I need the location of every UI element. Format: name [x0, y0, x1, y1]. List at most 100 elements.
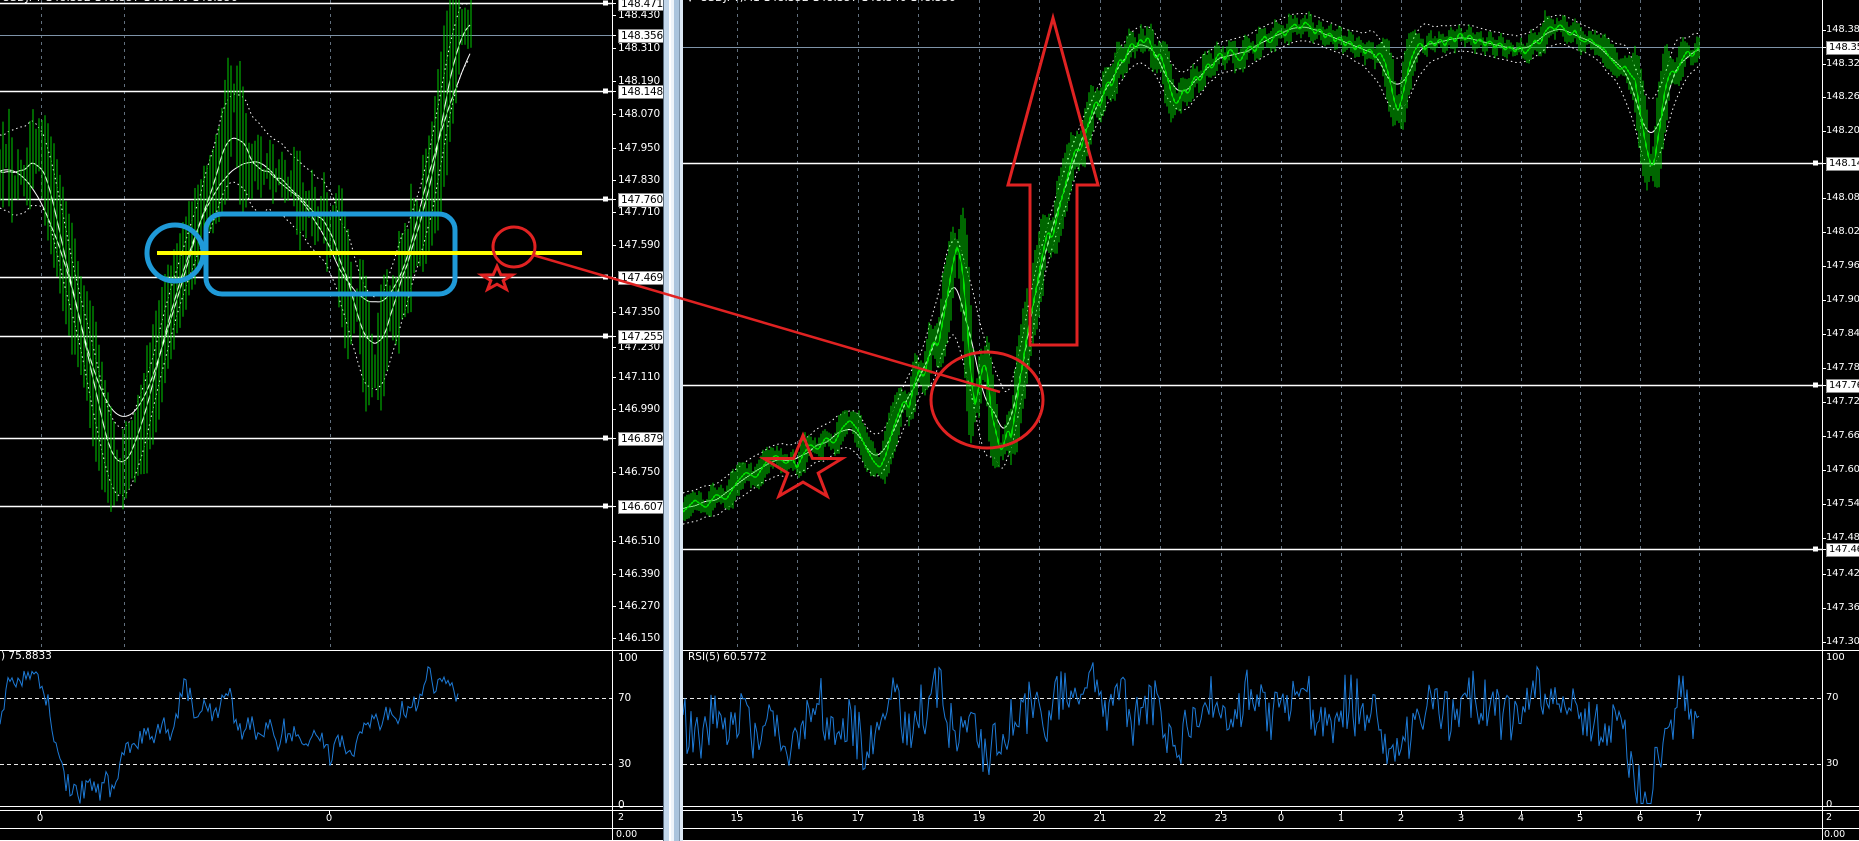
- time-axis-label: 19: [972, 813, 986, 824]
- price-label: 147.905: [1826, 294, 1859, 305]
- price-label: 147.950: [618, 142, 661, 154]
- right-price-axis[interactable]: [1822, 0, 1859, 841]
- price-label-box: 147.255: [618, 330, 667, 344]
- time-axis-label: 5: [1576, 813, 1584, 824]
- axis-tick: [1822, 131, 1826, 132]
- axis-tick: [1822, 30, 1826, 31]
- axis-tick: [1822, 436, 1826, 437]
- axis-tick: [612, 35, 616, 36]
- price-candles-series: [0, 0, 472, 512]
- rsi-scale-label: 30: [618, 758, 631, 770]
- axis-tick: [612, 638, 616, 639]
- price-label: 147.830: [618, 174, 661, 186]
- axis-tick: [612, 472, 616, 473]
- axis-tick: [612, 48, 616, 49]
- price-label-box: 146.879: [618, 432, 667, 446]
- time-axis-label: 22: [1153, 813, 1167, 824]
- axis-tick: [1822, 402, 1826, 403]
- price-line-series: [683, 21, 1700, 513]
- axis-tick: [1822, 64, 1826, 65]
- price-label: 147.725: [1826, 396, 1859, 407]
- price-label: 148.190: [618, 75, 661, 87]
- axis-tick: [1822, 608, 1826, 609]
- bollinger-upper-band: [0, 3, 470, 429]
- line-anchor-marker: [603, 333, 608, 339]
- time-axis-label: 3: [1457, 813, 1465, 824]
- price-label-box: 147.760: [1826, 379, 1859, 393]
- left-price-axis[interactable]: [612, 0, 664, 841]
- time-axis-label: 16: [790, 813, 804, 824]
- axis-tick: [1822, 334, 1826, 335]
- window-splitter[interactable]: [663, 0, 683, 841]
- axis-tick: [612, 15, 616, 16]
- price-label: 147.425: [1826, 568, 1859, 579]
- price-label-box: 148.356: [1826, 41, 1859, 55]
- time-axis-label: 17: [851, 813, 865, 824]
- price-label-box: 146.607: [618, 500, 667, 514]
- line-anchor-marker: [1813, 546, 1818, 552]
- time-axis-label: 4: [1517, 813, 1525, 824]
- bollinger-lower-band: [683, 40, 1700, 525]
- axis-tick: [612, 148, 616, 149]
- time-axis-label: 1: [1337, 813, 1345, 824]
- axis-tick: [612, 3, 616, 4]
- axis-tick: [612, 245, 616, 246]
- axis-tick: [612, 212, 616, 213]
- price-label: 146.270: [618, 600, 661, 612]
- price-label: 146.510: [618, 535, 661, 547]
- rsi-scale-label: 70: [618, 692, 631, 704]
- price-label: 148.430: [618, 9, 661, 21]
- price-label: 147.305: [1826, 636, 1859, 647]
- symbol-dropdown-icon[interactable]: ▼: [687, 0, 693, 5]
- left-chart-title: USDJPY 148.352 148.357 148.340 148.356: [2, 0, 238, 4]
- price-label: 148.265: [1826, 91, 1859, 102]
- axis-tick: [1822, 538, 1826, 539]
- line-anchor-marker: [603, 274, 608, 280]
- rsi-scale-label: 100: [618, 652, 638, 664]
- line-anchor-marker: [603, 435, 608, 441]
- axis-tick: [1822, 385, 1826, 386]
- price-label: 148.205: [1826, 125, 1859, 136]
- price-label: 148.070: [618, 108, 661, 120]
- axis-tick: [1822, 368, 1826, 369]
- right-chart-plot-area[interactable]: [683, 0, 1822, 841]
- price-label: 147.365: [1826, 602, 1859, 613]
- right-rsi-indicator-label: RSI(5) 60.5772: [688, 651, 767, 663]
- price-label-box: 148.148: [1826, 157, 1859, 171]
- axis-tick: [612, 409, 616, 410]
- axis-tick: [612, 81, 616, 82]
- price-label: 147.545: [1826, 498, 1859, 509]
- price-label: 146.990: [618, 403, 661, 415]
- rsi-scale-label: 0: [1826, 799, 1833, 810]
- scale-value-label: 0.00: [616, 829, 638, 840]
- axis-tick: [1822, 549, 1826, 550]
- price-label-box: 148.148: [618, 85, 667, 99]
- rsi-scale-label: 70: [1826, 692, 1839, 703]
- left-rsi-indicator-label: ) 75.8833: [1, 650, 52, 662]
- line-anchor-marker: [1813, 382, 1818, 388]
- price-label-box: 148.356: [618, 29, 667, 43]
- axis-tick: [612, 91, 616, 92]
- line-anchor-marker: [603, 503, 608, 509]
- axis-tick: [1822, 574, 1826, 575]
- price-label-box: 147.469: [1826, 543, 1859, 557]
- price-label: 147.845: [1826, 328, 1859, 339]
- time-axis-label: 0: [36, 813, 44, 824]
- axis-tick: [1822, 470, 1826, 471]
- line-anchor-marker: [603, 0, 608, 6]
- price-label: 148.310: [618, 42, 661, 54]
- line-anchor-marker: [603, 196, 608, 202]
- time-axis-label: 0: [1277, 813, 1285, 824]
- axis-tick: [1822, 504, 1826, 505]
- time-axis-label: 0: [325, 813, 333, 824]
- price-label: 146.390: [618, 568, 661, 580]
- price-label-box: 147.760: [618, 193, 667, 207]
- axis-tick: [1822, 97, 1826, 98]
- left-chart-plot-area[interactable]: [0, 0, 613, 841]
- time-axis-label: 6: [1636, 813, 1644, 824]
- price-label: 147.710: [618, 206, 661, 218]
- rsi-scale-label: 0: [618, 799, 625, 811]
- time-axis-label: 18: [911, 813, 925, 824]
- line-anchor-marker: [1813, 160, 1818, 166]
